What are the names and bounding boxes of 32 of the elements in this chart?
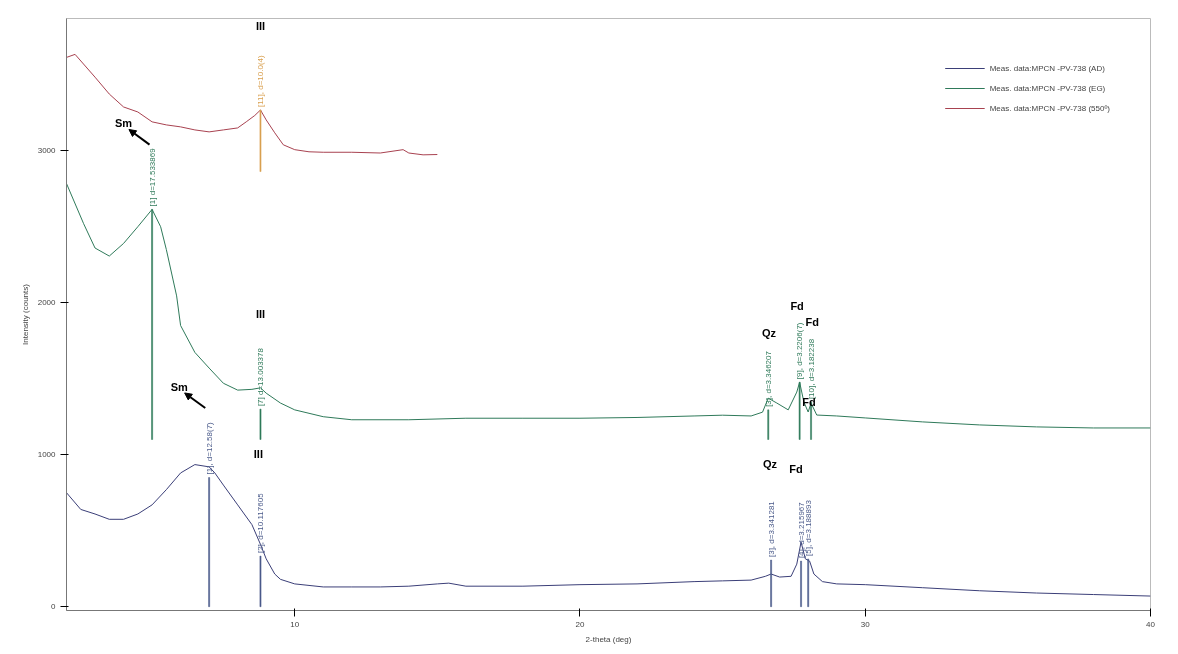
annotation: Fd [789, 463, 803, 476]
y-tick-label: 3000 [37, 146, 57, 156]
data-label: [1], d=12.58(7) [204, 421, 214, 475]
data-label: [9], d=3.2206(7) [795, 322, 805, 380]
annotation: Qz [761, 326, 777, 339]
y-axis-title: Intensity (counts) [20, 283, 30, 345]
annotation: Sm [114, 117, 133, 130]
annotation: III [253, 447, 263, 460]
data-label: [1] d=17.533869 [147, 147, 157, 207]
x-axis-title: 2-theta (deg) [585, 634, 632, 644]
y-tick-label: 1000 [37, 450, 57, 460]
x-tick-label: 10 [290, 619, 300, 629]
data-label: [4], d=3.215967 [796, 501, 806, 559]
data-label: [3], d=3.346207 [763, 350, 773, 407]
data-label: [7] d=13.003378 [255, 347, 265, 407]
annotation: III [255, 307, 266, 320]
legend-label: Meas. data:MPCN -PV-738 (EG) [989, 83, 1106, 93]
x-tick-label: 40 [1146, 619, 1156, 629]
data-label: [3], d=3.341281 [766, 500, 776, 558]
annotation: Sm [170, 380, 189, 393]
legend-label: Meas. data:MPCN -PV-738 (550º) [989, 103, 1110, 113]
annotation: Fd [790, 300, 804, 313]
data-label: [11], d=10.0(4) [255, 55, 265, 107]
annotation: Qz [762, 457, 778, 470]
annotation: Fd [805, 316, 820, 329]
data-label: [2], d=10.117605 [255, 492, 265, 554]
legend-label: Meas. data:MPCN -PV-738 (AD) [989, 63, 1105, 73]
annotation: III [255, 19, 266, 32]
y-tick-label: 0 [51, 602, 57, 612]
y-tick-label: 2000 [37, 298, 57, 308]
x-tick-label: 20 [575, 619, 585, 629]
x-tick-label: 30 [860, 619, 871, 629]
